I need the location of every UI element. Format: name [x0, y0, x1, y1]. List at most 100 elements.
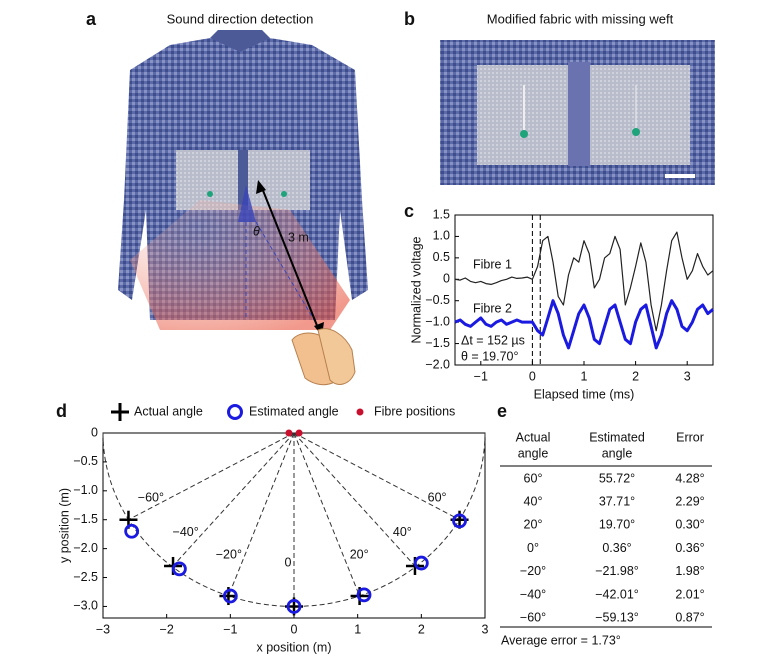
table-header: angle: [602, 446, 633, 460]
distance-label: 3 m: [288, 230, 309, 244]
line-series: [454, 231, 714, 332]
table-cell: −60°: [520, 610, 546, 624]
direction-ray: [172, 432, 295, 567]
marker-circle: [286, 599, 302, 614]
x-tick-label: 1: [354, 622, 361, 636]
panel-label: b: [404, 9, 415, 29]
x-tick-label: −1: [474, 369, 488, 383]
table-cell: 4.28°: [675, 471, 704, 485]
y-tick-label: −0.5: [73, 454, 98, 468]
direction-ray: [293, 432, 361, 597]
angle-label: −20°: [216, 548, 242, 562]
table-cell: 60°: [524, 471, 543, 485]
table-cell: 55.72°: [599, 471, 635, 485]
table-cell: 0.87°: [675, 610, 704, 624]
y-tick-label: 0: [91, 425, 98, 439]
table-header: Error: [676, 430, 704, 444]
table-header: Estimated: [589, 430, 645, 444]
panel-label: c: [404, 201, 414, 221]
y-tick-label: −0.5: [425, 293, 450, 307]
panel-label: d: [56, 401, 67, 421]
y-axis-label: y position (m): [57, 488, 71, 563]
y-tick-label: −3.0: [73, 599, 98, 613]
table-cell: −20°: [520, 564, 546, 578]
table-cell: 40°: [524, 494, 543, 508]
x-tick-label: −1: [223, 622, 237, 636]
table-cell: 37.71°: [599, 494, 635, 508]
y-tick-label: 0: [443, 272, 450, 286]
x-tick-label: −2: [160, 622, 174, 636]
legend-swatch: [227, 404, 243, 420]
y-axis-label: Normalized voltage: [409, 236, 423, 343]
angle-label: 20°: [350, 548, 369, 562]
table-footer: Average error = 1.73°: [501, 633, 621, 647]
photo-shirt: [118, 30, 368, 386]
marker-circle: [356, 587, 372, 603]
legend-swatch: [111, 403, 129, 421]
angle-label: 60°: [428, 490, 447, 504]
y-tick-label: 1.0: [433, 229, 450, 243]
table-cell: −42.01°: [595, 587, 639, 601]
marker-circle: [222, 588, 238, 604]
angle-label: 0: [285, 555, 292, 569]
table-cell: 2.01°: [675, 587, 704, 601]
x-tick-label: 0: [529, 369, 536, 383]
x-tick-label: 1: [581, 369, 588, 383]
series-label: Fibre 2: [473, 301, 512, 315]
x-tick-label: 2: [418, 622, 425, 636]
x-tick-label: −3: [96, 622, 110, 636]
legend-label: Fibre positions: [374, 404, 455, 418]
table-cell: 20°: [524, 518, 543, 532]
marker-circle: [171, 561, 187, 577]
table-cell: 2.29°: [675, 494, 704, 508]
y-tick-label: 1.5: [433, 207, 450, 221]
annotation: θ = 19.70°: [461, 349, 518, 363]
y-tick-label: −1.0: [425, 314, 450, 328]
x-tick-label: 3: [482, 622, 489, 636]
table-header: angle: [518, 446, 549, 460]
table-cell: 0.36°: [675, 541, 704, 555]
marker-dot: [285, 429, 293, 437]
panel-label: a: [86, 9, 97, 29]
direction-ray: [227, 432, 295, 597]
y-tick-label: −1.5: [73, 512, 98, 526]
table-cell: 1.98°: [675, 564, 704, 578]
line-series: [454, 299, 714, 350]
panel-title: Sound direction detection: [167, 11, 314, 26]
marker-circle: [413, 555, 429, 571]
photo-fabric: [440, 40, 715, 185]
x-axis-label: Elapsed time (ms): [534, 387, 635, 401]
range-arc: [102, 432, 486, 607]
table-cell: 0.36°: [602, 541, 631, 555]
y-tick-label: −1.0: [73, 483, 98, 497]
y-tick-label: −2.0: [73, 541, 98, 555]
direction-ray: [293, 432, 460, 521]
x-tick-label: 0: [291, 622, 298, 636]
direction-ray: [293, 432, 416, 567]
table-cell: −21.98°: [595, 564, 639, 578]
x-tick-label: 2: [632, 369, 639, 383]
y-tick-label: 0.5: [433, 250, 450, 264]
angle-label: −40°: [173, 525, 199, 539]
marker-circle: [452, 513, 467, 529]
legend-swatch: [356, 408, 364, 416]
panel-label: e: [497, 401, 507, 421]
x-tick-label: 3: [684, 369, 691, 383]
legend-label: Estimated angle: [249, 404, 339, 418]
table-cell: 0°: [527, 541, 539, 555]
table-header: Actual: [516, 430, 551, 444]
table-cell: −59.13°: [595, 610, 639, 624]
y-tick-label: −2.0: [425, 357, 450, 371]
annotation: Δt = 152 µs: [461, 333, 525, 347]
marker-circle: [124, 523, 140, 539]
table-cell: 0.30°: [675, 518, 704, 532]
marker-dot: [295, 429, 303, 437]
angle-label: −60°: [138, 490, 164, 504]
table-cell: −40°: [520, 587, 546, 601]
angle-label: 40°: [393, 525, 412, 539]
direction-ray: [128, 432, 295, 521]
series-label: Fibre 1: [473, 257, 512, 271]
legend-label: Actual angle: [134, 404, 203, 418]
table-cell: 19.70°: [599, 518, 635, 532]
